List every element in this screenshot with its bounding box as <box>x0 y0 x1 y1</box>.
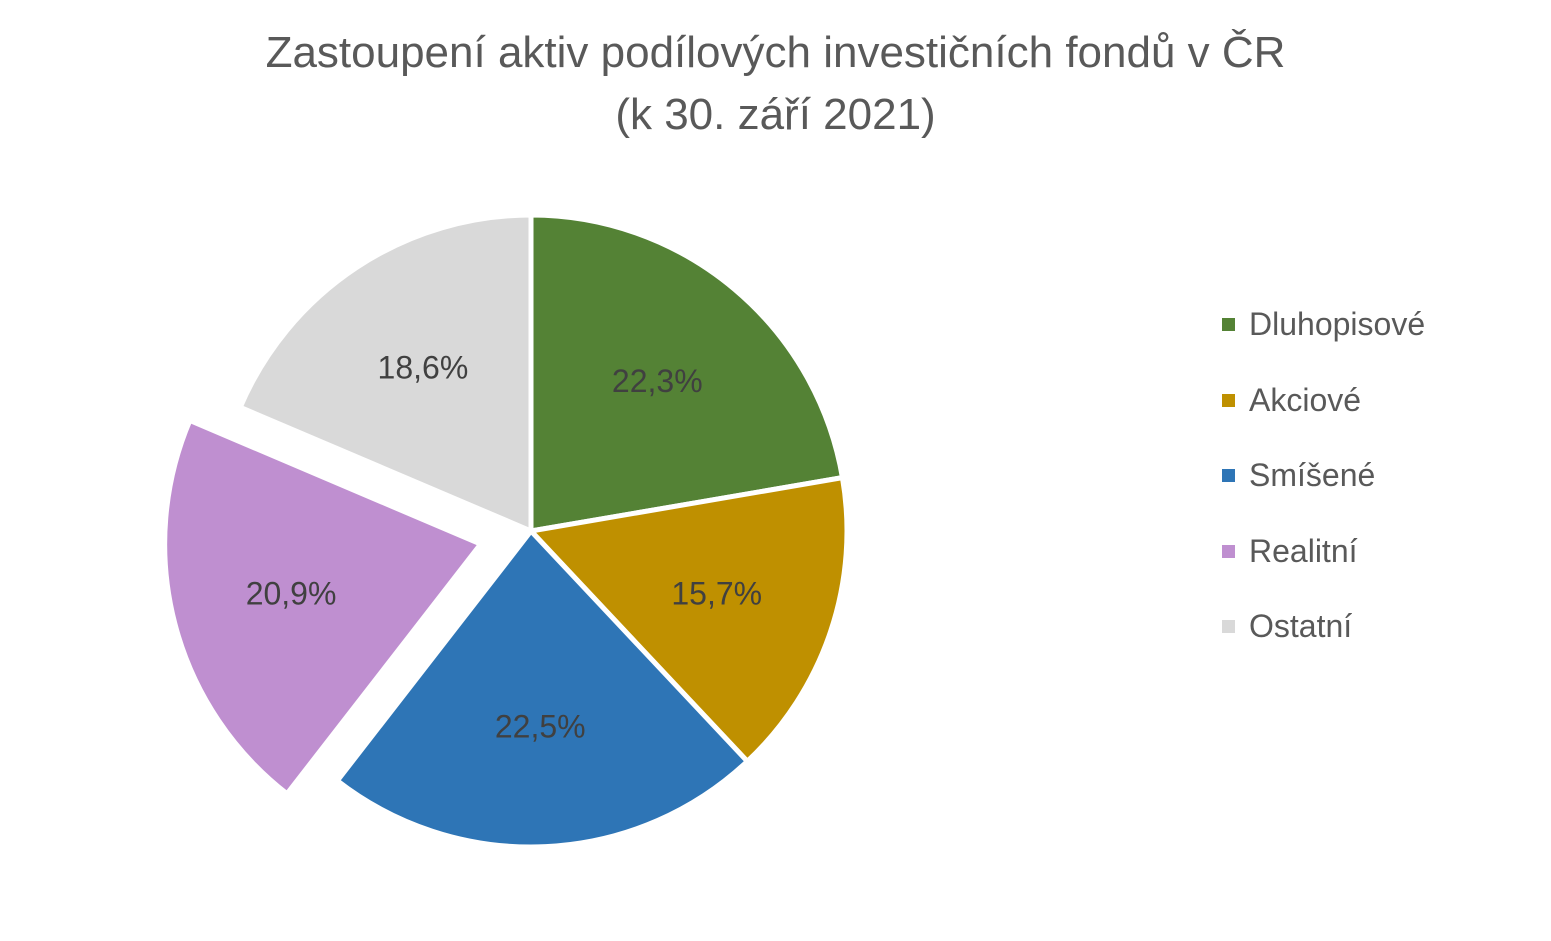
data-label-ostatni: 18,6% <box>378 350 469 386</box>
legend-label-realitni: Realitní <box>1249 532 1358 569</box>
data-label-realitni: 20,9% <box>246 575 337 611</box>
pie-slice-realitni <box>162 417 484 797</box>
data-label-dluhopisove: 22,3% <box>612 363 703 399</box>
pie-slice-akciove <box>528 475 850 764</box>
legend: Dluhopisové Akciové Smíšené Realitní Ostatní <box>1222 287 1425 665</box>
legend-item-dluhopisove: Dluhopisové <box>1222 287 1425 363</box>
pie-data-labels: 22,3% 15,7% 22,5% 20,9% 18,6% <box>246 350 762 745</box>
legend-item-ostatni: Ostatní <box>1222 589 1425 665</box>
legend-swatch-ostatni <box>1222 620 1235 634</box>
legend-label-ostatni: Ostatní <box>1249 608 1353 645</box>
legend-item-akciove: Akciové <box>1222 363 1425 439</box>
legend-swatch-dluhopisove <box>1222 318 1235 332</box>
pie-slice-ostatni <box>237 212 534 534</box>
legend-item-realitni: Realitní <box>1222 514 1425 590</box>
legend-swatch-realitni <box>1222 544 1235 558</box>
legend-swatch-akciove <box>1222 393 1235 407</box>
pie-slice-dluhopisove <box>528 212 845 534</box>
chart-subtitle-text: (k 30. září 2021) <box>615 90 936 139</box>
chart-title-text: Zastoupení aktiv podílových investičních… <box>265 28 1286 77</box>
data-label-akciove: 15,7% <box>671 575 762 611</box>
legend-label-akciove: Akciové <box>1249 381 1362 418</box>
legend-label-dluhopisove: Dluhopisové <box>1249 306 1426 343</box>
chart-title: Zastoupení aktiv podílových investičních… <box>0 22 1551 146</box>
legend-item-smisene: Smíšené <box>1222 438 1425 514</box>
data-label-smisene: 22,5% <box>495 709 586 745</box>
pie-slice-smisene <box>334 528 750 850</box>
legend-label-smisene: Smíšené <box>1249 457 1376 494</box>
legend-swatch-smisene <box>1222 469 1235 483</box>
pie-slices <box>162 212 850 850</box>
